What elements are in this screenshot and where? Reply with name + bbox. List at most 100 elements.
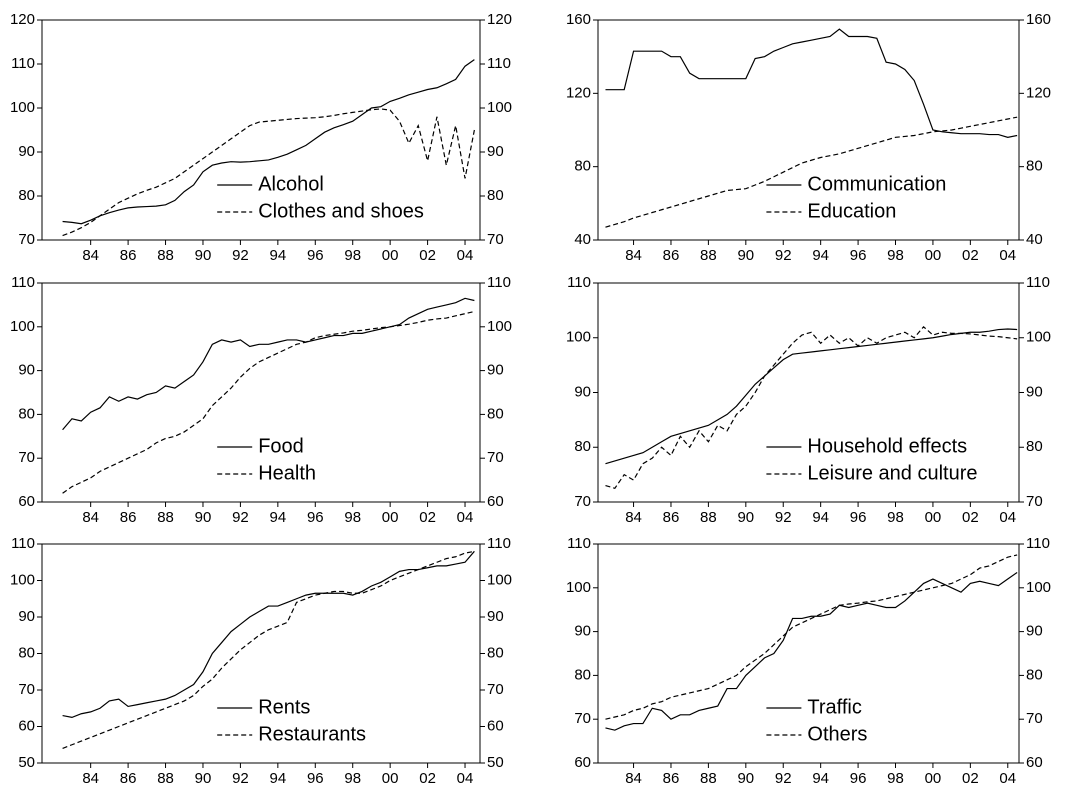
x-tick-label: 94 xyxy=(812,509,829,526)
x-tick-label: 92 xyxy=(232,770,249,787)
legend-label: Education xyxy=(807,200,896,222)
legend-label: Food xyxy=(258,435,304,457)
line-series xyxy=(62,297,475,431)
line-series xyxy=(62,550,475,749)
y2-tick-label: 90 xyxy=(1026,623,1043,640)
y-tick-label: 60 xyxy=(18,493,35,510)
y-tick-label: 70 xyxy=(18,231,35,248)
x-tick-label: 90 xyxy=(737,770,754,787)
y2-tick-label: 50 xyxy=(487,754,504,771)
x-tick-label: 04 xyxy=(457,770,474,787)
x-tick-label: 84 xyxy=(82,770,99,787)
x-tick-label: 00 xyxy=(925,509,942,526)
y2-tick-label: 80 xyxy=(487,644,504,661)
x-tick-label: 04 xyxy=(999,770,1016,787)
line-series xyxy=(605,28,1018,138)
x-tick-label: 98 xyxy=(344,509,361,526)
x-tick-label: 84 xyxy=(82,247,99,264)
x-tick-label: 00 xyxy=(382,509,399,526)
x-tick-label: 96 xyxy=(307,509,324,526)
legend-label: Leisure and culture xyxy=(807,462,977,484)
x-tick-label: 02 xyxy=(962,247,979,264)
y2-tick-label: 120 xyxy=(1026,84,1051,101)
y-tick-label: 90 xyxy=(574,383,591,400)
line-series xyxy=(605,328,1018,465)
legend-label: Others xyxy=(807,723,867,745)
legend-label: Household effects xyxy=(807,435,967,457)
line-series xyxy=(62,550,475,719)
y-tick-label: 40 xyxy=(574,231,591,248)
y-tick-label: 60 xyxy=(574,754,591,771)
y-tick-label: 110 xyxy=(567,274,591,291)
x-tick-label: 84 xyxy=(625,509,642,526)
plot-frame xyxy=(597,543,1020,764)
y-tick-label: 60 xyxy=(18,717,35,734)
legend-label: Traffic xyxy=(807,696,861,718)
y2-tick-label: 90 xyxy=(1026,383,1043,400)
y-tick-label: 120 xyxy=(10,11,35,28)
y2-tick-label: 60 xyxy=(1026,754,1043,771)
y-tick-label: 110 xyxy=(567,535,591,552)
y2-tick-label: 60 xyxy=(487,717,504,734)
x-tick-label: 94 xyxy=(270,247,287,264)
y2-tick-label: 90 xyxy=(487,362,504,379)
x-tick-label: 94 xyxy=(270,509,287,526)
y2-tick-label: 60 xyxy=(487,493,504,510)
plot-frame xyxy=(597,19,1020,241)
y2-tick-label: 80 xyxy=(1026,438,1043,455)
x-tick-label: 88 xyxy=(157,247,174,264)
panel: 60 60 70 70 80 80 90 90 100 100 110 110 84 86 88 90 92 94… xyxy=(566,535,1051,787)
x-tick-label: 94 xyxy=(812,770,829,787)
x-tick-label: 04 xyxy=(999,247,1016,264)
y-tick-label: 70 xyxy=(18,681,35,698)
y2-tick-label: 80 xyxy=(487,187,504,204)
x-tick-label: 86 xyxy=(120,509,137,526)
x-tick-label: 96 xyxy=(307,770,324,787)
y-tick-label: 100 xyxy=(10,571,35,588)
y-tick-label: 80 xyxy=(18,405,35,422)
legend-label: Restaurants xyxy=(258,723,366,745)
y-tick-label: 120 xyxy=(566,84,591,101)
y2-tick-label: 120 xyxy=(487,11,512,28)
y2-tick-label: 70 xyxy=(487,231,504,248)
y-tick-label: 80 xyxy=(574,158,591,175)
x-tick-label: 98 xyxy=(344,247,361,264)
y2-tick-label: 100 xyxy=(487,99,512,116)
y2-tick-label: 80 xyxy=(487,405,504,422)
y-tick-label: 70 xyxy=(574,710,591,727)
x-tick-label: 92 xyxy=(232,509,249,526)
y-tick-label: 100 xyxy=(10,318,35,335)
y-tick-label: 70 xyxy=(574,493,591,510)
x-tick-label: 88 xyxy=(700,247,717,264)
y2-tick-label: 110 xyxy=(1026,274,1050,291)
legend-label: Alcohol xyxy=(258,173,324,195)
y2-tick-label: 100 xyxy=(487,571,512,588)
x-tick-label: 90 xyxy=(195,509,212,526)
y-tick-label: 80 xyxy=(574,666,591,683)
x-tick-label: 88 xyxy=(157,509,174,526)
y2-tick-label: 90 xyxy=(487,608,504,625)
x-tick-label: 96 xyxy=(850,770,867,787)
x-tick-label: 96 xyxy=(850,509,867,526)
legend-label: Clothes and shoes xyxy=(258,200,424,222)
y-tick-label: 90 xyxy=(18,608,35,625)
y2-tick-label: 100 xyxy=(1026,579,1051,596)
x-tick-label: 02 xyxy=(962,770,979,787)
line-series xyxy=(605,554,1018,720)
x-tick-label: 04 xyxy=(457,509,474,526)
y2-tick-label: 70 xyxy=(487,681,504,698)
legend-label: Rents xyxy=(258,696,310,718)
x-tick-label: 86 xyxy=(120,247,137,264)
x-tick-label: 02 xyxy=(419,509,436,526)
x-tick-label: 94 xyxy=(812,247,829,264)
x-tick-label: 86 xyxy=(663,509,680,526)
x-tick-label: 88 xyxy=(157,770,174,787)
y-tick-label: 90 xyxy=(574,623,591,640)
x-tick-label: 84 xyxy=(82,509,99,526)
y2-tick-label: 110 xyxy=(487,274,511,291)
x-tick-label: 00 xyxy=(382,247,399,264)
x-tick-label: 90 xyxy=(195,770,212,787)
panel: 70 70 80 80 90 90 100 100 110 110 84 86 88 90 92 94 96 98… xyxy=(566,274,1051,526)
y2-tick-label: 160 xyxy=(1026,11,1051,28)
line-series xyxy=(605,325,1018,490)
